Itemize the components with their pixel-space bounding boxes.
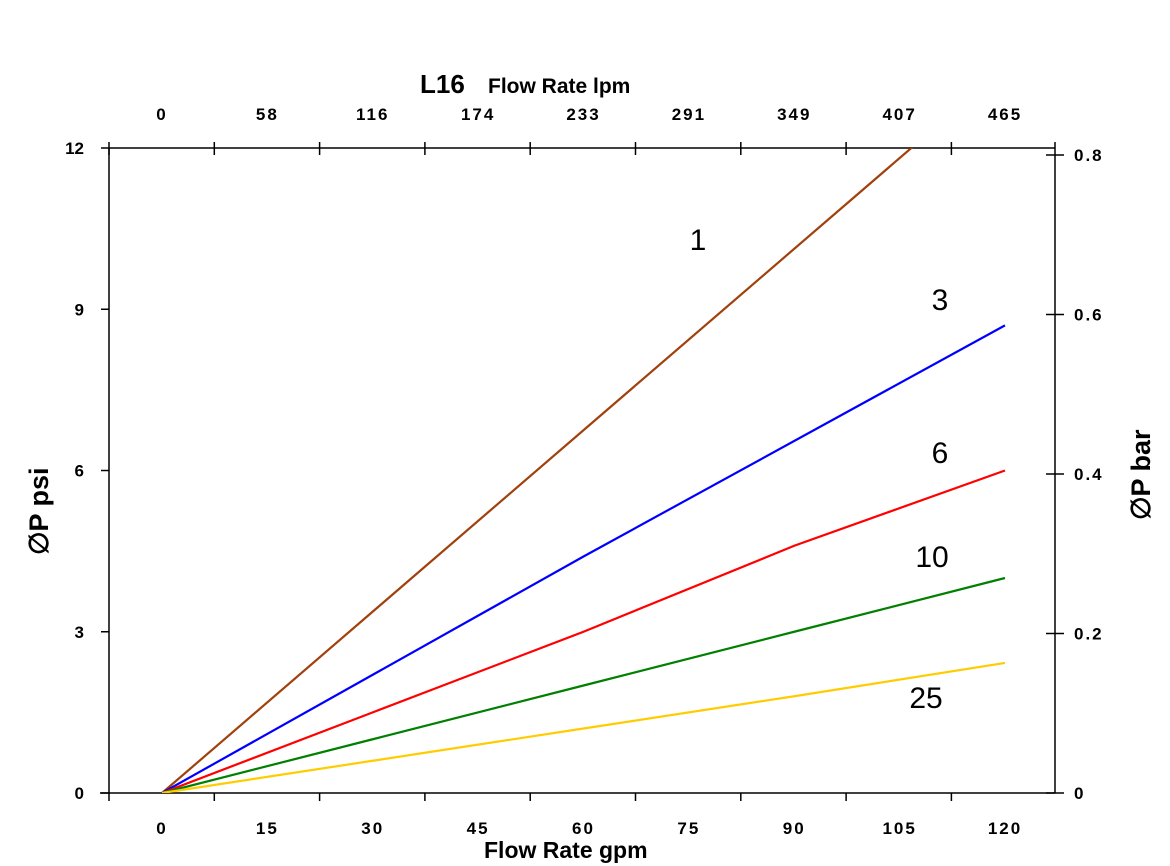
x-tick-label: 15 xyxy=(256,819,279,838)
top-tick-label: 116 xyxy=(356,105,389,124)
top-tick-label: 465 xyxy=(988,105,1022,124)
x-tick-label: 105 xyxy=(882,819,916,838)
y2-axis-label: ∅P bar xyxy=(1126,429,1156,520)
x-tick-label: 0 xyxy=(156,819,167,838)
x-tick-label: 120 xyxy=(988,819,1022,838)
chart-title: L16 xyxy=(420,69,465,99)
x-tick-label: 75 xyxy=(677,819,700,838)
series-line-3 xyxy=(161,324,1006,793)
series-label-10: 10 xyxy=(915,541,948,574)
series-line-1 xyxy=(161,148,914,793)
y2-tick-label: 0.6 xyxy=(1074,306,1104,325)
series-line-25 xyxy=(161,661,1006,793)
y-tick-label: 9 xyxy=(75,300,84,319)
series-label-25: 25 xyxy=(909,682,942,715)
y-tick-label: 0 xyxy=(75,784,84,803)
y2-tick-label: 0.4 xyxy=(1074,465,1104,484)
top-axis-label: Flow Rate lpm xyxy=(488,75,630,98)
y-tick-label: 3 xyxy=(75,623,84,642)
x-tick-label: 60 xyxy=(572,819,595,838)
y2-tick-label: 0.2 xyxy=(1074,625,1104,644)
x-tick-label: 45 xyxy=(467,819,490,838)
x-tick-label: 90 xyxy=(783,819,806,838)
top-tick-label: 233 xyxy=(566,105,600,124)
y2-tick-label: 0.8 xyxy=(1074,146,1104,165)
top-tick-label: 291 xyxy=(672,105,706,124)
y-tick-label: 6 xyxy=(75,462,84,481)
x-tick-label: 30 xyxy=(361,819,384,838)
series-label-6: 6 xyxy=(932,437,949,470)
top-tick-label: 407 xyxy=(882,105,916,124)
top-tick-label: 58 xyxy=(256,105,279,124)
axes: 0015583011645174602337529190349105407120… xyxy=(65,105,1104,838)
series-label-3: 3 xyxy=(932,284,949,317)
x-axis-label: Flow Rate gpm xyxy=(484,837,648,863)
labels-group: 1 3 6 10 25 xyxy=(690,224,949,715)
y2-tick-label: 0 xyxy=(1074,784,1085,803)
y-axis-label: ∅P psi xyxy=(24,467,54,555)
y-tick-label: 12 xyxy=(65,139,84,158)
top-tick-label: 0 xyxy=(156,105,167,124)
series-label-1: 1 xyxy=(690,224,707,257)
series-line-6 xyxy=(161,469,1006,793)
top-tick-label: 349 xyxy=(777,105,811,124)
series-line-10 xyxy=(161,576,1006,793)
top-tick-label: 174 xyxy=(461,105,495,124)
series-group xyxy=(161,148,1006,793)
